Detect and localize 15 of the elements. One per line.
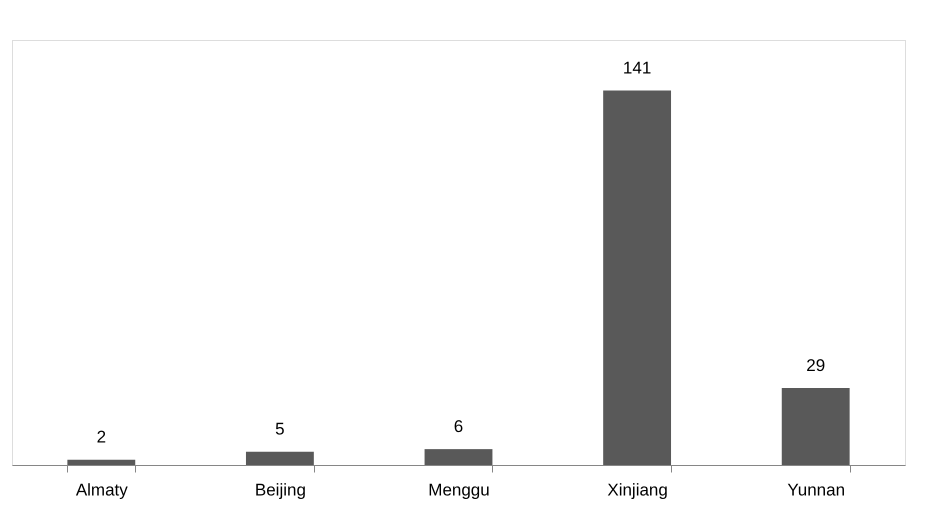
data-label: 6 (454, 417, 464, 436)
data-label: 5 (275, 420, 285, 439)
bar (603, 90, 672, 465)
bar (424, 449, 492, 465)
x-tick-label: Yunnan (787, 480, 846, 500)
x-tick-label: Beijing (254, 480, 306, 500)
data-label: 141 (622, 58, 652, 78)
x-tick-label: Menggu (428, 480, 490, 500)
x-tick-label: Xinjiang (607, 480, 668, 500)
bar (246, 452, 314, 465)
data-label: 2 (96, 428, 106, 447)
bar (782, 388, 850, 465)
data-label: 29 (806, 356, 826, 375)
x-tick-label: Almaty (76, 480, 128, 500)
bar (67, 460, 136, 465)
